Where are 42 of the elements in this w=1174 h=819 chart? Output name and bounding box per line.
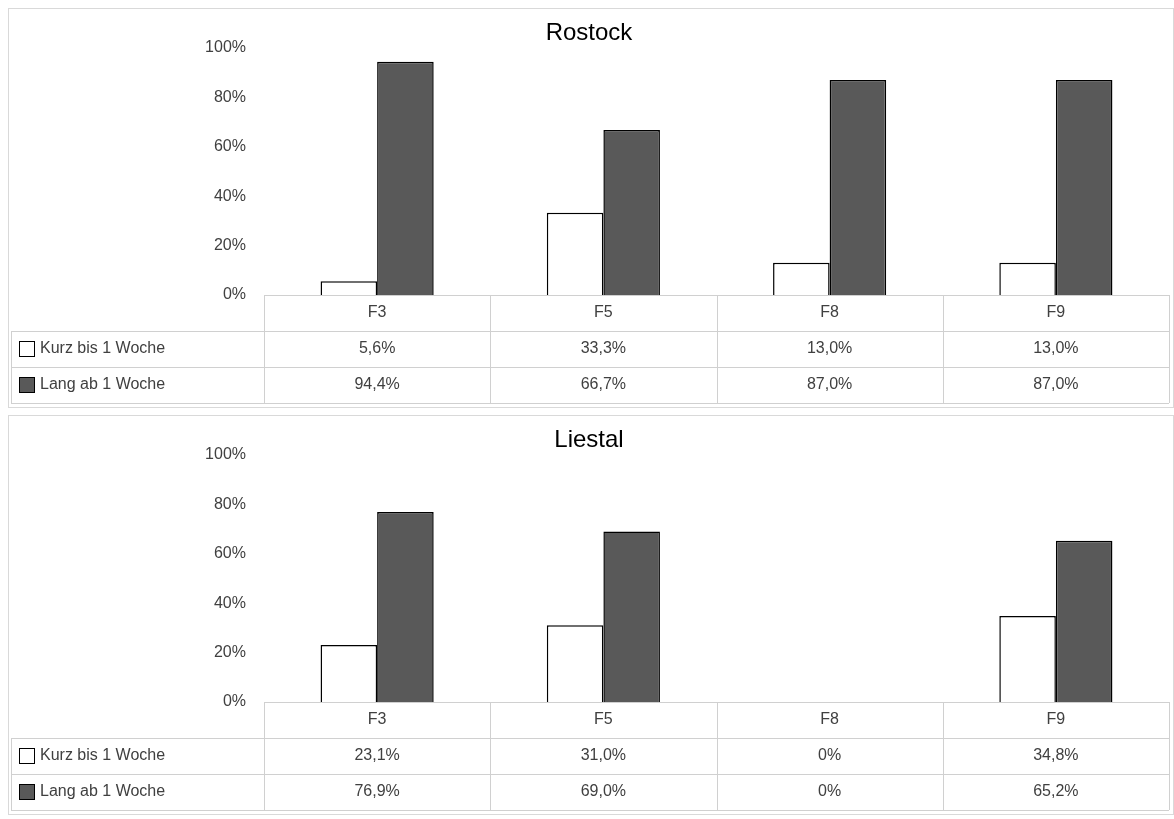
- x-tick-label: F3: [367, 710, 387, 728]
- legend-label: Kurz bis 1 Woche: [40, 746, 166, 764]
- y-tick-label: 20%: [213, 235, 246, 253]
- data-label: 94,4%: [354, 375, 400, 393]
- y-tick-label: 60%: [213, 544, 246, 562]
- x-tick-label: F5: [594, 710, 613, 728]
- y-tick-label: 80%: [213, 87, 246, 105]
- x-tick-label: F8: [820, 710, 840, 728]
- y-tick-label: 40%: [213, 186, 246, 204]
- legend-label: Lang ab 1 Woche: [40, 375, 166, 393]
- y-tick-label: 0%: [222, 285, 246, 303]
- y-tick-label: 80%: [213, 494, 246, 512]
- data-label: 0%: [818, 746, 842, 764]
- data-label: 76,9%: [354, 782, 400, 800]
- y-tick-label: 0%: [222, 692, 246, 710]
- data-label: 33,3%: [580, 339, 627, 357]
- data-label: 87,0%: [806, 375, 853, 393]
- legend-label: Kurz bis 1 Woche: [40, 339, 166, 357]
- data-label: 31,0%: [580, 746, 627, 764]
- legend-label: Lang ab 1 Woche: [40, 782, 166, 800]
- data-label: 0%: [818, 782, 842, 800]
- data-label: 5,6%: [358, 339, 396, 357]
- x-tick-label: F8: [820, 303, 840, 321]
- data-label: 69,0%: [580, 782, 627, 800]
- y-tick-label: 60%: [213, 137, 246, 155]
- y-tick-label: 100%: [205, 38, 246, 56]
- data-label: 23,1%: [354, 746, 400, 764]
- x-tick-label: F5: [594, 303, 613, 321]
- x-tick-label: F9: [1046, 710, 1066, 728]
- data-label: 34,8%: [1033, 746, 1079, 764]
- data-label: 13,0%: [1033, 339, 1079, 357]
- x-tick-label: F9: [1046, 303, 1066, 321]
- data-label: 87,0%: [1033, 375, 1079, 393]
- chart-title: Liestal: [554, 425, 624, 453]
- data-label: 13,0%: [806, 339, 853, 357]
- y-tick-label: 40%: [213, 593, 246, 611]
- y-tick-label: 20%: [213, 642, 246, 660]
- chart-title: Rostock: [545, 18, 634, 46]
- x-tick-label: F3: [367, 303, 387, 321]
- data-label: 65,2%: [1033, 782, 1079, 800]
- data-label: 66,7%: [580, 375, 627, 393]
- y-tick-label: 100%: [205, 445, 246, 463]
